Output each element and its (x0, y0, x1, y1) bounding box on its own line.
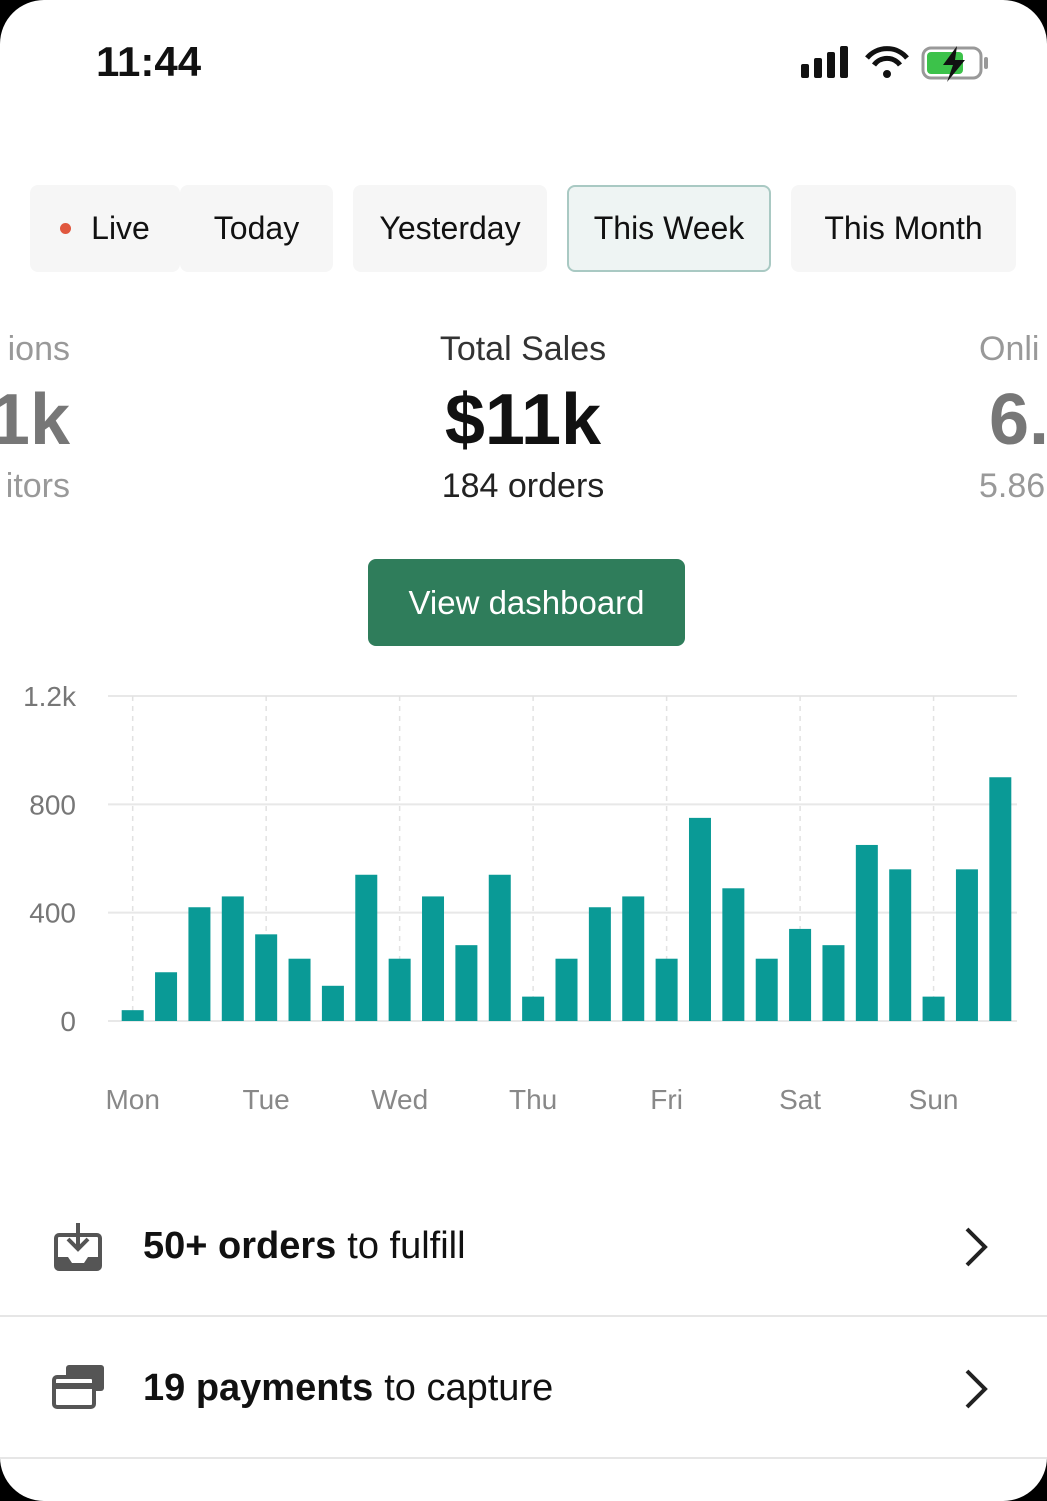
bar (588, 907, 611, 1021)
bar (321, 985, 344, 1021)
bar (722, 888, 745, 1021)
bar (455, 945, 478, 1021)
tab-label: This Month (824, 210, 983, 246)
metric-sub: 5.86 (979, 467, 1046, 505)
tab[interactable]: This Month (791, 185, 1016, 272)
bar (655, 958, 678, 1021)
chevron (965, 1369, 988, 1409)
x-tick-label: Tue (243, 1084, 290, 1115)
bar (688, 817, 711, 1021)
task-text: 50+ orders to fulfill (143, 1225, 466, 1268)
metric-right: Onli 6. 5.86 (979, 330, 1047, 506)
x-tick-label: Wed (371, 1084, 428, 1115)
bar (555, 958, 578, 1021)
x-tick-label: Sat (779, 1084, 821, 1115)
metric-label: ions (7, 330, 70, 368)
bar (221, 896, 244, 1021)
metric-sub: 184 orders (441, 467, 605, 505)
task-icon (54, 1223, 102, 1271)
tab[interactable]: Today (180, 185, 333, 272)
tab-label: Live (91, 210, 150, 246)
live-dot (60, 223, 72, 234)
task-rest: to capture (384, 1367, 554, 1409)
metric-label: Onli (979, 330, 1040, 368)
tab[interactable]: Yesterday (353, 185, 547, 272)
y-tick-label: 800 (29, 789, 76, 820)
bar (989, 777, 1012, 1021)
x-tick-label: Fri (650, 1084, 683, 1115)
tab-label: This Week (593, 210, 745, 246)
chart: 0 400 800 1.2k Mon Tue Wed Thu Fri Sat Sun (23, 681, 1017, 1115)
tab-label: Today (213, 210, 300, 246)
x-tick-label: Sun (909, 1084, 959, 1115)
metric-sub: itors (5, 467, 70, 505)
bar (355, 874, 378, 1021)
bar (155, 972, 178, 1021)
tab[interactable]: This Week (567, 185, 771, 272)
chevron (965, 1227, 988, 1267)
bar (188, 907, 211, 1021)
bar (288, 958, 311, 1021)
bar (255, 934, 278, 1021)
bar (789, 928, 812, 1021)
metric-center: Total Sales $11k 184 orders (323, 330, 723, 506)
bar (955, 869, 978, 1021)
task-row[interactable]: 50+ orders to fulfill (0, 1177, 1047, 1317)
task-row[interactable]: 19 payments to capture (0, 1319, 1047, 1459)
bar (488, 874, 511, 1021)
bar (855, 844, 878, 1021)
metric-value: 6. (989, 380, 1047, 460)
y-tick-label: 0 (60, 1006, 76, 1037)
task-rest: to fulfill (347, 1225, 466, 1267)
bar (422, 896, 445, 1021)
y-tick-label: 1.2k (23, 681, 77, 712)
task-text: 19 payments to capture (143, 1367, 553, 1410)
x-tick-label: Mon (105, 1084, 159, 1115)
bar (822, 945, 845, 1021)
view-dashboard-button[interactable]: View dashboard (368, 559, 685, 646)
y-tick-label: 400 (29, 898, 76, 929)
bar (622, 896, 645, 1021)
tab-label: Yesterday (379, 210, 521, 246)
metric-left: ions 1k itors (0, 330, 70, 506)
status-time: 11:44 (96, 38, 202, 85)
x-tick-label: Thu (509, 1084, 557, 1115)
tab[interactable]: Live (30, 185, 180, 272)
task-icon (52, 1365, 104, 1409)
bar (755, 958, 778, 1021)
task-bold: 19 payments (143, 1367, 374, 1409)
bar (889, 869, 912, 1021)
metric-value: 1k (0, 380, 70, 460)
bar (922, 996, 945, 1021)
status-icons (801, 46, 988, 82)
bar (121, 1010, 144, 1021)
task-bold: 50+ orders (143, 1225, 337, 1267)
bar (522, 996, 545, 1021)
metric-label: Total Sales (439, 330, 607, 368)
metric-value: $11k (444, 380, 602, 460)
bar (388, 958, 411, 1021)
